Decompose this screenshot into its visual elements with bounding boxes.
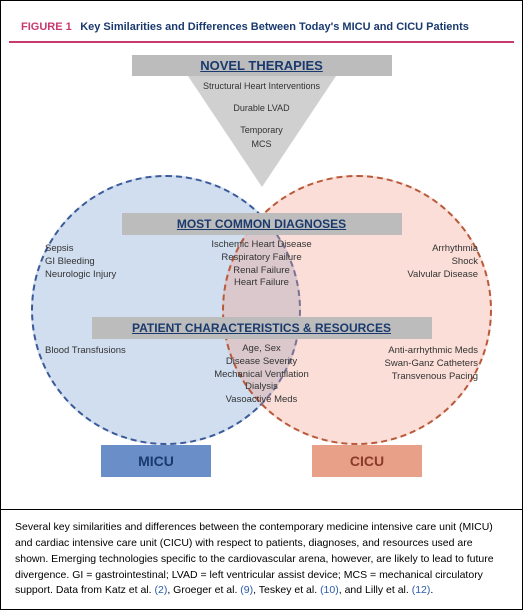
diagnoses-right: Arrhythmia Shock Valvular Disease xyxy=(378,243,478,281)
figure-caption: Several key similarities and differences… xyxy=(1,509,522,609)
figure-title: Key Similarities and Differences Between… xyxy=(80,21,469,33)
diagram-area: NOVEL THERAPIES Structural Heart Interve… xyxy=(1,45,522,495)
caption-text-5: . xyxy=(430,584,433,596)
figure-container: FIGURE 1 Key Similarities and Difference… xyxy=(0,0,523,610)
diagnoses-left: Sepsis GI Bleeding Neurologic Injury xyxy=(45,243,145,281)
micu-label-box: MICU xyxy=(101,445,211,477)
novel-line2: Durable LVAD xyxy=(172,103,352,113)
caption-text-3: , Teskey et al. xyxy=(253,584,320,596)
ref-2: (2) xyxy=(154,584,167,596)
characteristics-left: Blood Transfusions xyxy=(45,345,155,358)
diagnoses-heading: MOST COMMON DIAGNOSES xyxy=(122,213,402,235)
ref-9: (9) xyxy=(240,584,253,596)
characteristics-center: Age, Sex Disease Severity Mechanical Ven… xyxy=(192,343,332,407)
novel-line4: MCS xyxy=(172,139,352,149)
cicu-label-box: CICU xyxy=(312,445,422,477)
caption-text-4: , and Lilly et al. xyxy=(339,584,412,596)
characteristics-heading: PATIENT CHARACTERISTICS & RESOURCES xyxy=(92,317,432,339)
diagnoses-center: Ischemic Heart Disease Respiratory Failu… xyxy=(192,239,332,290)
novel-line1: Structural Heart Interventions xyxy=(172,81,352,91)
novel-line3: Temporary xyxy=(172,125,352,135)
characteristics-right: Anti-arrhythmic Meds Swan-Ganz Catheters… xyxy=(368,345,478,383)
novel-therapies-heading: NOVEL THERAPIES xyxy=(132,55,392,76)
figure-label: FIGURE 1 xyxy=(21,21,72,33)
ref-12: (12) xyxy=(412,584,431,596)
ref-10: (10) xyxy=(320,584,339,596)
caption-text-2: , Groeger et al. xyxy=(167,584,240,596)
figure-header: FIGURE 1 Key Similarities and Difference… xyxy=(9,9,514,43)
